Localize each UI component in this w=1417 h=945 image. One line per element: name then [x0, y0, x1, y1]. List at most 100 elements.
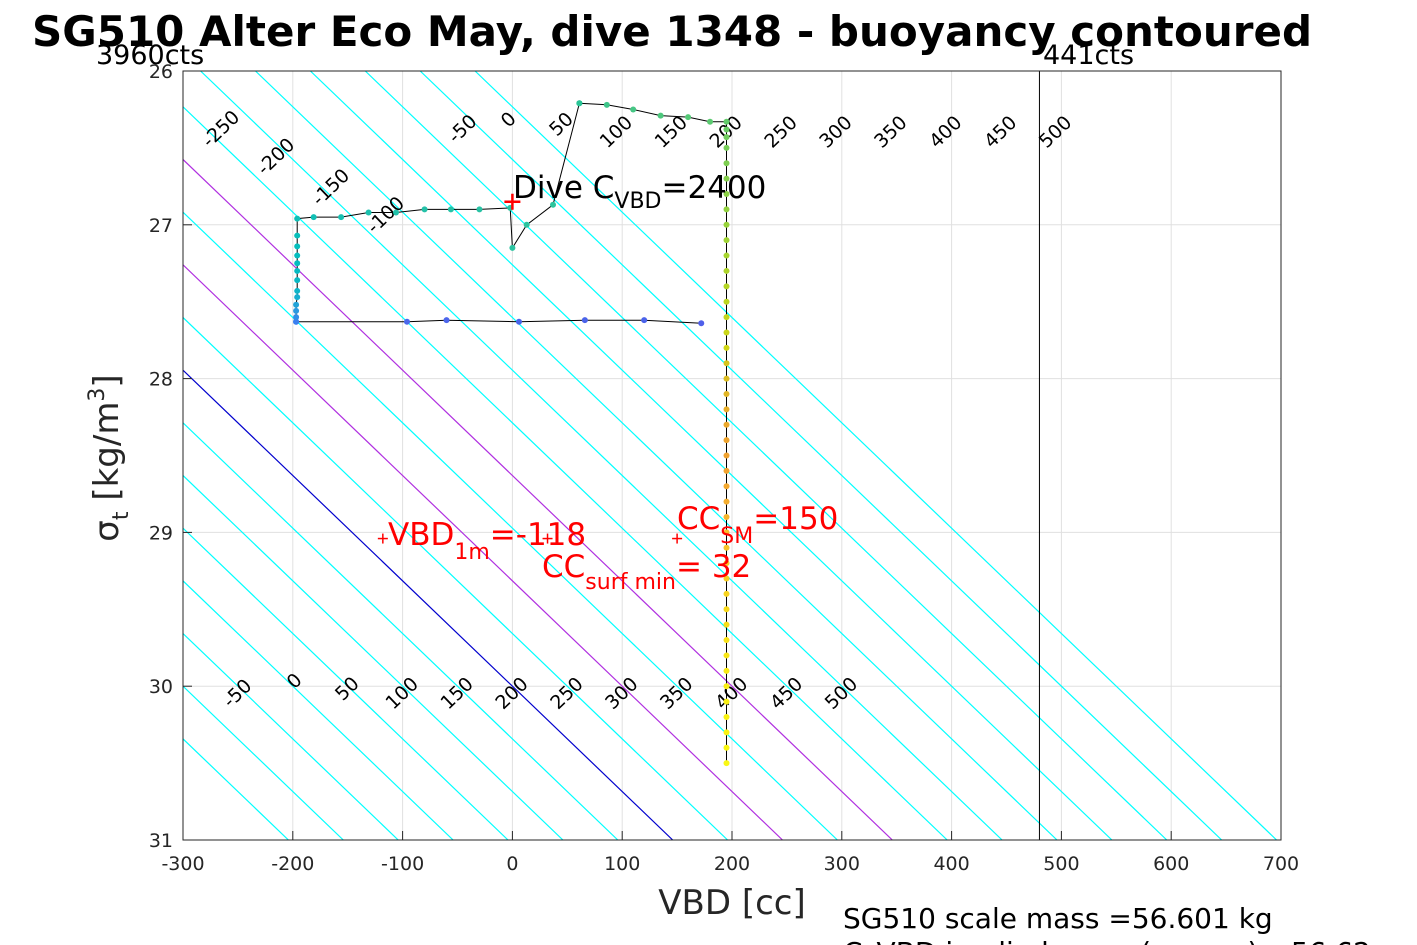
dive-path-point [723, 544, 730, 551]
dive-path-point [707, 118, 714, 125]
x-tick-label: 600 [1153, 853, 1189, 875]
contour-line [183, 316, 729, 840]
y-label-units: [kg/m [87, 402, 127, 512]
top-label-right: 441cts [1043, 40, 1134, 71]
dive-path-point [723, 344, 730, 351]
dive-path-point [723, 206, 730, 213]
climb-path-point [523, 221, 530, 228]
bottom-path-point [443, 317, 450, 324]
climb-path-point [293, 301, 300, 308]
dive-path-point [723, 126, 730, 133]
climb-path-point [393, 209, 400, 216]
dive-path-point [723, 118, 730, 125]
climb-path-point [365, 209, 372, 216]
climb-path-point [293, 314, 300, 321]
y-tick-label: 27 [149, 215, 173, 237]
dive-path-point [603, 101, 610, 108]
dive-path-point [723, 267, 730, 274]
contour-line [200, 71, 1003, 840]
dive-path-point [723, 713, 730, 720]
dive-path-point [723, 467, 730, 474]
dive-path-point [723, 421, 730, 428]
dive-path-point [723, 390, 730, 397]
bottom-path-point [698, 320, 705, 327]
dive-path-point [723, 514, 730, 521]
climb-path-point [476, 206, 483, 213]
dive-path-point [723, 360, 730, 367]
glider-trajectory [293, 100, 730, 767]
dive-path-point [723, 498, 730, 505]
x-tick-label: -100 [381, 853, 424, 875]
climb-path-point [294, 215, 301, 222]
dive-path-point [723, 437, 730, 444]
x-tick-label: 0 [506, 853, 518, 875]
climb-path-point [447, 206, 454, 213]
dive-path-point [723, 237, 730, 244]
climb-path-point [294, 252, 301, 259]
buoyancy-contours [183, 71, 1278, 840]
climb-path-point [294, 267, 301, 274]
climb-path-point [294, 294, 301, 301]
contour-line [255, 71, 1058, 840]
y-tick-label: 30 [149, 676, 173, 698]
dive-path-point [723, 375, 730, 382]
y-axis-label: σt [kg/m3] [85, 374, 134, 541]
y-tick-label: 31 [149, 830, 173, 852]
dive-path-point [723, 606, 730, 613]
dive-path-point [723, 298, 730, 305]
dive-path-point [723, 191, 730, 198]
dive-path-point [723, 621, 730, 628]
climb-path-point [293, 318, 300, 325]
contour-line [183, 263, 783, 840]
contour-line [419, 71, 1223, 840]
dive-path-point [685, 114, 692, 121]
dive-cvbd-annotation: Dive CVBD=2400 [513, 170, 766, 214]
y-label-close: ] [87, 374, 127, 387]
dive-path-point [723, 175, 730, 182]
climb-path-point [294, 287, 301, 294]
footer-scale-mass: SG510 scale mass =56.601 kg [843, 902, 1273, 935]
dive-path-point [723, 283, 730, 290]
contour-line [183, 474, 564, 840]
dive-path-point [723, 529, 730, 536]
climb-path-point [294, 232, 301, 239]
contour-line [309, 71, 1113, 840]
bottom-path-point [515, 318, 522, 325]
climb-path-point [293, 307, 300, 314]
contour-line [364, 71, 1168, 840]
cc-surf-min-annotation: CCsurf min= 32 [542, 549, 751, 595]
dive-path-point [723, 314, 730, 321]
x-tick-label: 100 [604, 853, 640, 875]
x-tick-label: 400 [933, 853, 969, 875]
dive-path-point [723, 729, 730, 736]
climb-path-point [338, 214, 345, 221]
dive-path-point [723, 252, 730, 259]
x-tick-label: 500 [1043, 853, 1079, 875]
dive-path-point [576, 100, 583, 107]
vbd-1m-annotation: VBD1m=-118 [388, 517, 586, 565]
bottom-path-point [581, 317, 588, 324]
footer-implied-mass: C_VBD implied mass (approx) =56.62 [843, 936, 1371, 945]
x-tick-label: 700 [1263, 853, 1299, 875]
dive-path-point [723, 134, 730, 141]
y-label-sup: 3 [85, 388, 110, 402]
chart-title: SG510 Alter Eco May, dive 1348 - buoyanc… [32, 7, 1312, 56]
dive-path-point [723, 698, 730, 705]
dive-path-point [723, 560, 730, 567]
contour-line [183, 580, 454, 840]
contour-line [474, 71, 1278, 840]
climb-path-point [294, 260, 301, 267]
x-tick-label: 300 [824, 853, 860, 875]
contour-line [183, 527, 509, 840]
dive-path-point [723, 575, 730, 582]
dive-path-point [630, 106, 637, 113]
y-label-sub: t [109, 511, 134, 520]
x-tick-label: 200 [714, 853, 750, 875]
contour-line [183, 422, 619, 840]
climb-path-point [550, 201, 557, 208]
dive-path-point [723, 483, 730, 490]
bottom-path-point [641, 317, 648, 324]
x-tick-label: -300 [161, 853, 204, 875]
dive-path-point [723, 652, 730, 659]
